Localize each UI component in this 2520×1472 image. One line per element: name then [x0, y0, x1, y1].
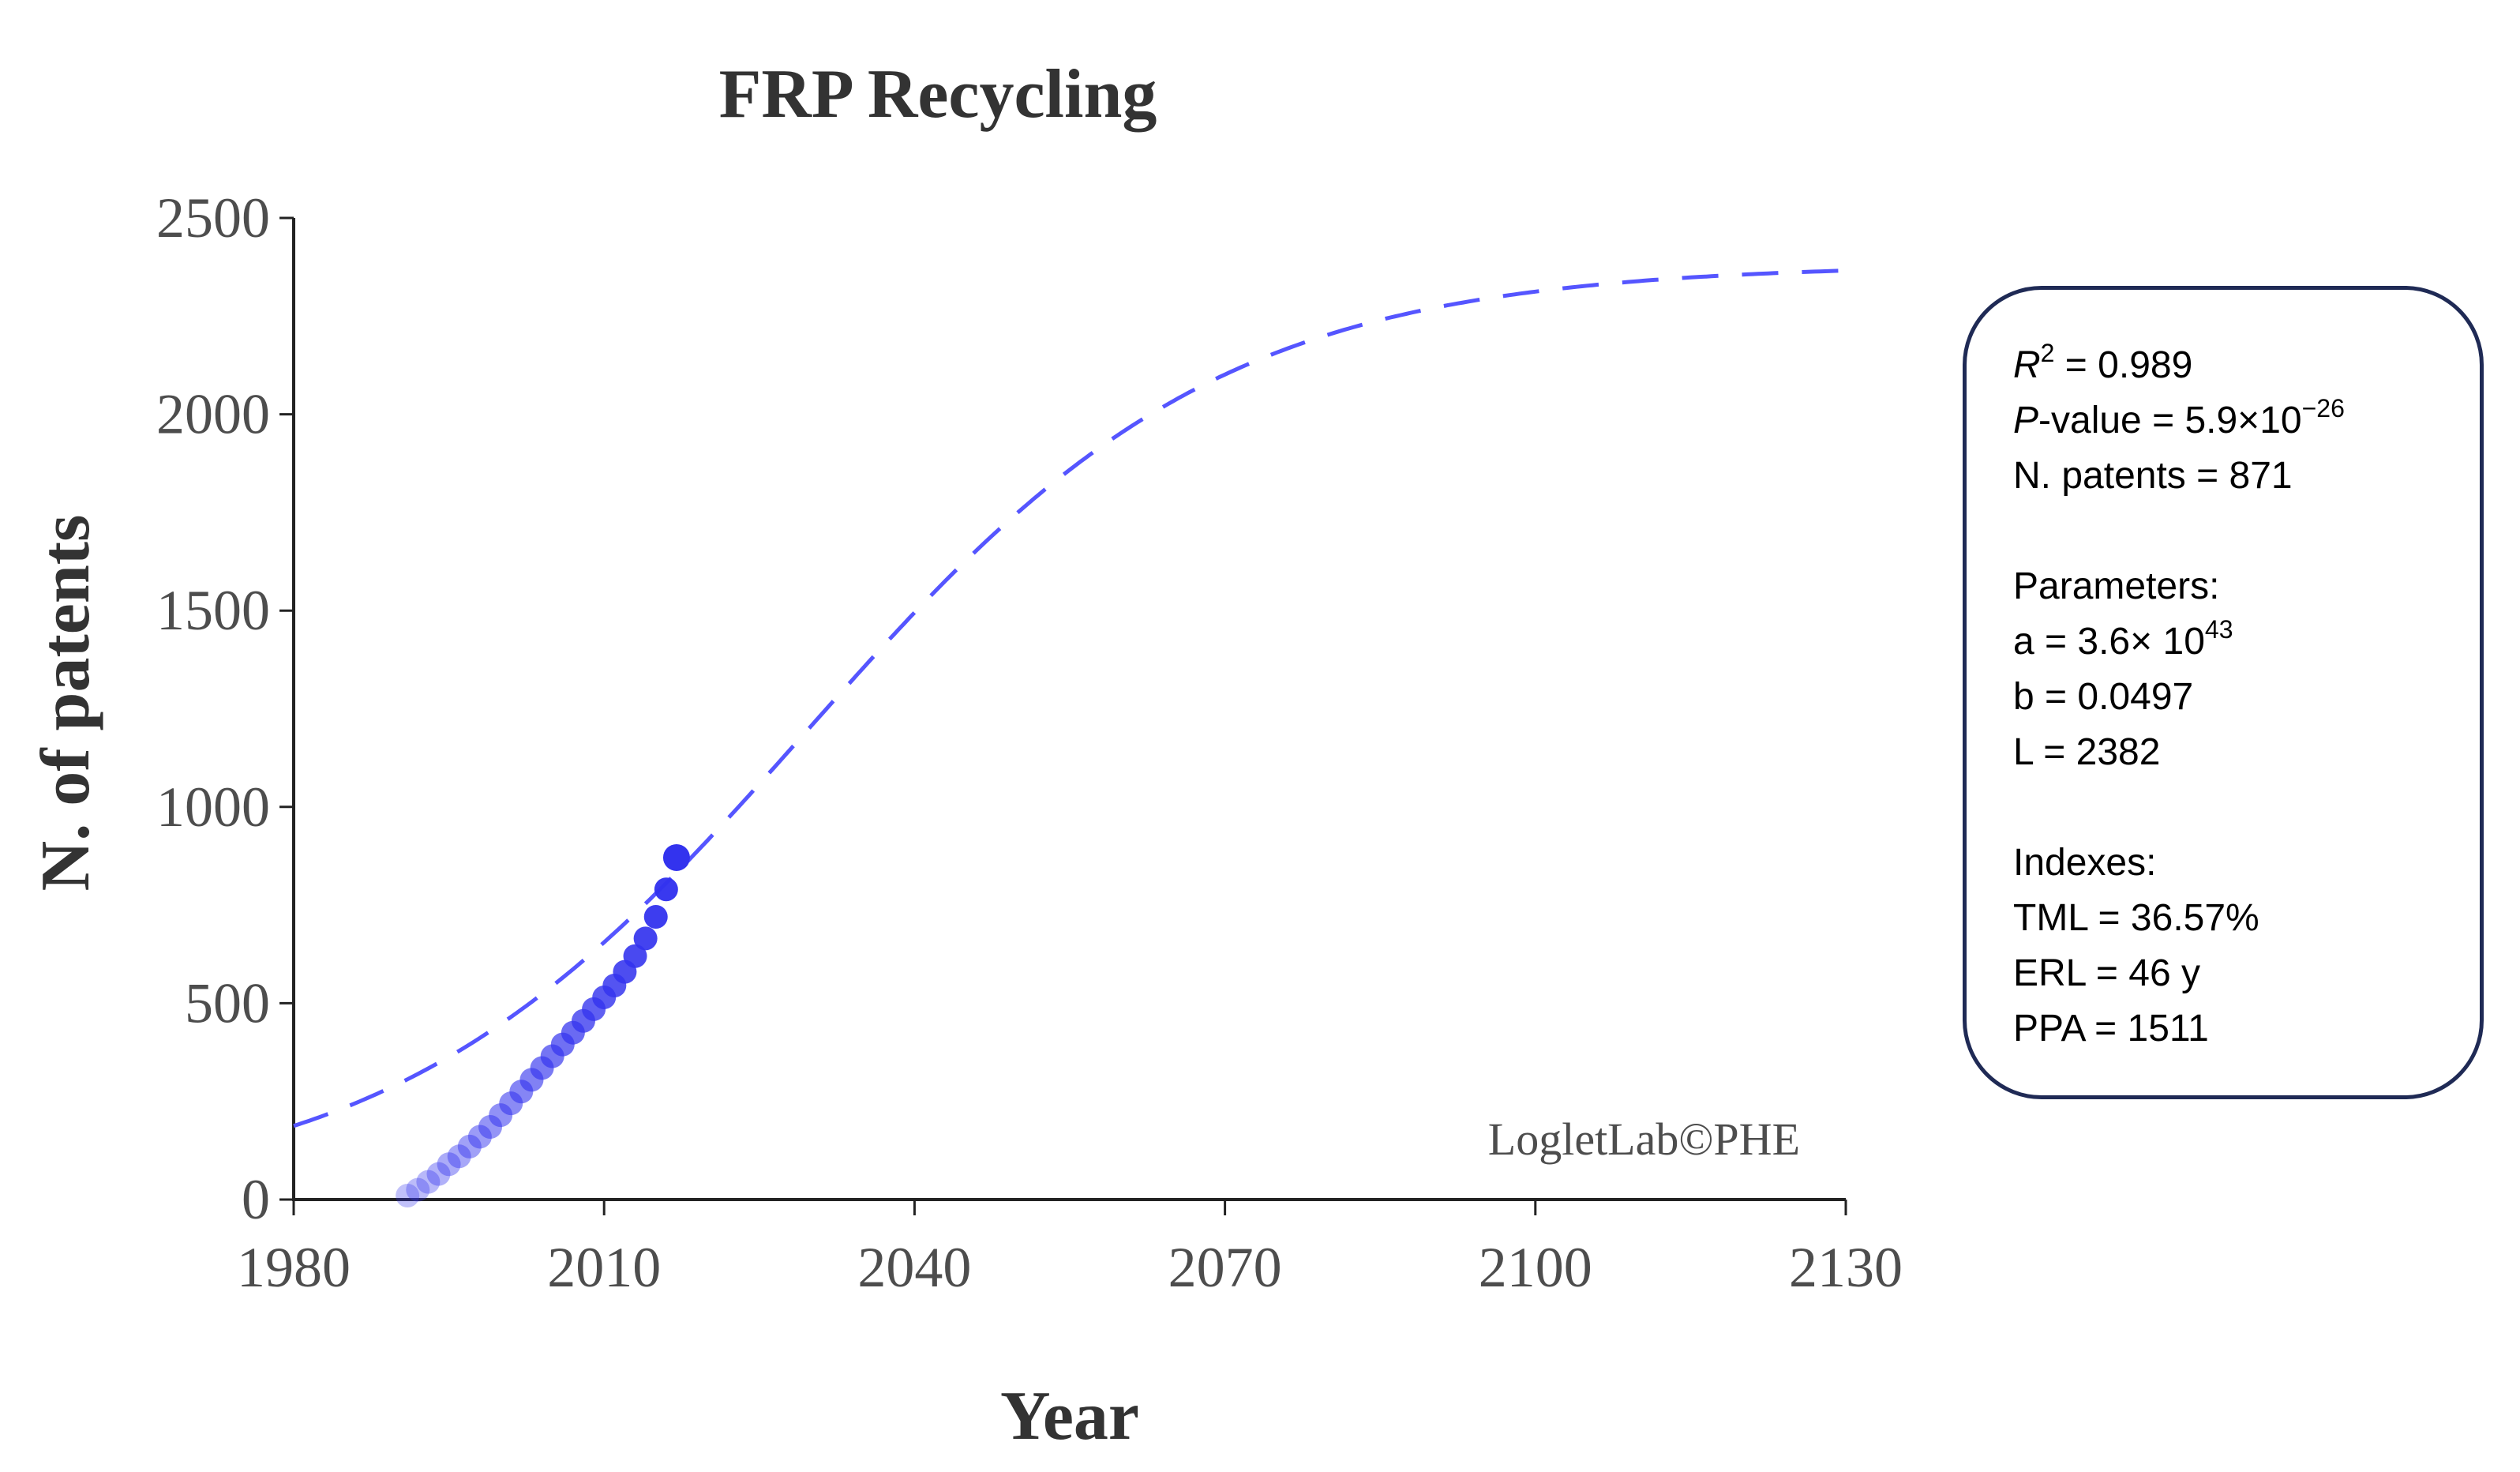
x-axis-ticks: 1980 2010 2040 2070 2100 2130 [237, 1200, 1903, 1299]
parameters-heading: Parameters: [2013, 565, 2220, 607]
tml-line: TML = 36.57% [2013, 897, 2259, 939]
data-point [633, 926, 658, 951]
p-symbol: P [2013, 400, 2039, 441]
x-axis-label: Year [1000, 1378, 1139, 1455]
y-tick-label: 1000 [156, 775, 270, 839]
data-point [437, 1152, 461, 1177]
data-point [654, 877, 678, 902]
stats-box [1963, 286, 2484, 1099]
erl-line: ERL = 46 y [2013, 952, 2201, 994]
param-b-line: b = 0.0497 [2013, 676, 2194, 718]
x-tick-label: 2040 [857, 1236, 971, 1299]
param-a-exponent: 43 [2204, 615, 2233, 644]
p-value-line: P-value = 5.9×10−26 [2013, 393, 2479, 449]
r-squared-value: = 0.989 [2054, 344, 2193, 386]
p-value-exponent: −26 [2301, 394, 2345, 422]
x-tick-label: 2070 [1168, 1236, 1282, 1299]
data-point [457, 1134, 482, 1158]
n-patents-line: N. patents = 871 [2013, 455, 2293, 497]
y-axis-label: N. of patents [28, 515, 104, 892]
data-point [623, 944, 647, 968]
y-tick-label: 500 [185, 971, 270, 1035]
data-point [396, 1184, 420, 1208]
x-tick-label: 2010 [547, 1236, 661, 1299]
data-point [426, 1162, 451, 1186]
data-points-layer [396, 843, 690, 1208]
indexes-heading: Indexes: [2013, 842, 2157, 884]
data-point [662, 843, 690, 871]
r-squared-line: R2 = 0.989 [2013, 338, 2479, 393]
data-point [416, 1170, 441, 1194]
r-squared-exponent: 2 [2040, 339, 2055, 367]
y-tick-label: 2500 [156, 186, 270, 250]
y-tick-label: 1500 [156, 579, 270, 642]
param-l-line: L = 2382 [2013, 731, 2161, 773]
p-value: -value = 5.9×10 [2038, 400, 2302, 441]
param-a-value: a = 3.6× 10 [2013, 621, 2205, 663]
r-squared-symbol: R [2013, 344, 2041, 386]
data-point [447, 1144, 471, 1169]
y-tick-label: 0 [242, 1168, 270, 1231]
fit-curve-layer [293, 268, 1847, 1128]
stats-panel: R2 = 0.989 P-value = 5.9×10−26 N. patent… [2013, 338, 2479, 1057]
y-tick-label: 2000 [156, 383, 270, 446]
x-tick-label: 2130 [1789, 1236, 1903, 1299]
logistic-fit-curve [293, 268, 1847, 1128]
data-point [643, 905, 668, 929]
credit-annotation: LogletLab©PHE [1488, 1113, 1800, 1165]
x-tick-label: 1980 [237, 1236, 351, 1299]
x-tick-label: 2100 [1479, 1236, 1592, 1299]
chart-title: FRP Recycling [719, 56, 1157, 133]
ppa-line: PPA = 1511 [2013, 1008, 2209, 1050]
data-point [406, 1177, 430, 1202]
param-a-line: a = 3.6× 1043 [2013, 614, 2479, 670]
y-axis-ticks: 0 500 1000 1500 2000 2500 [156, 186, 294, 1231]
